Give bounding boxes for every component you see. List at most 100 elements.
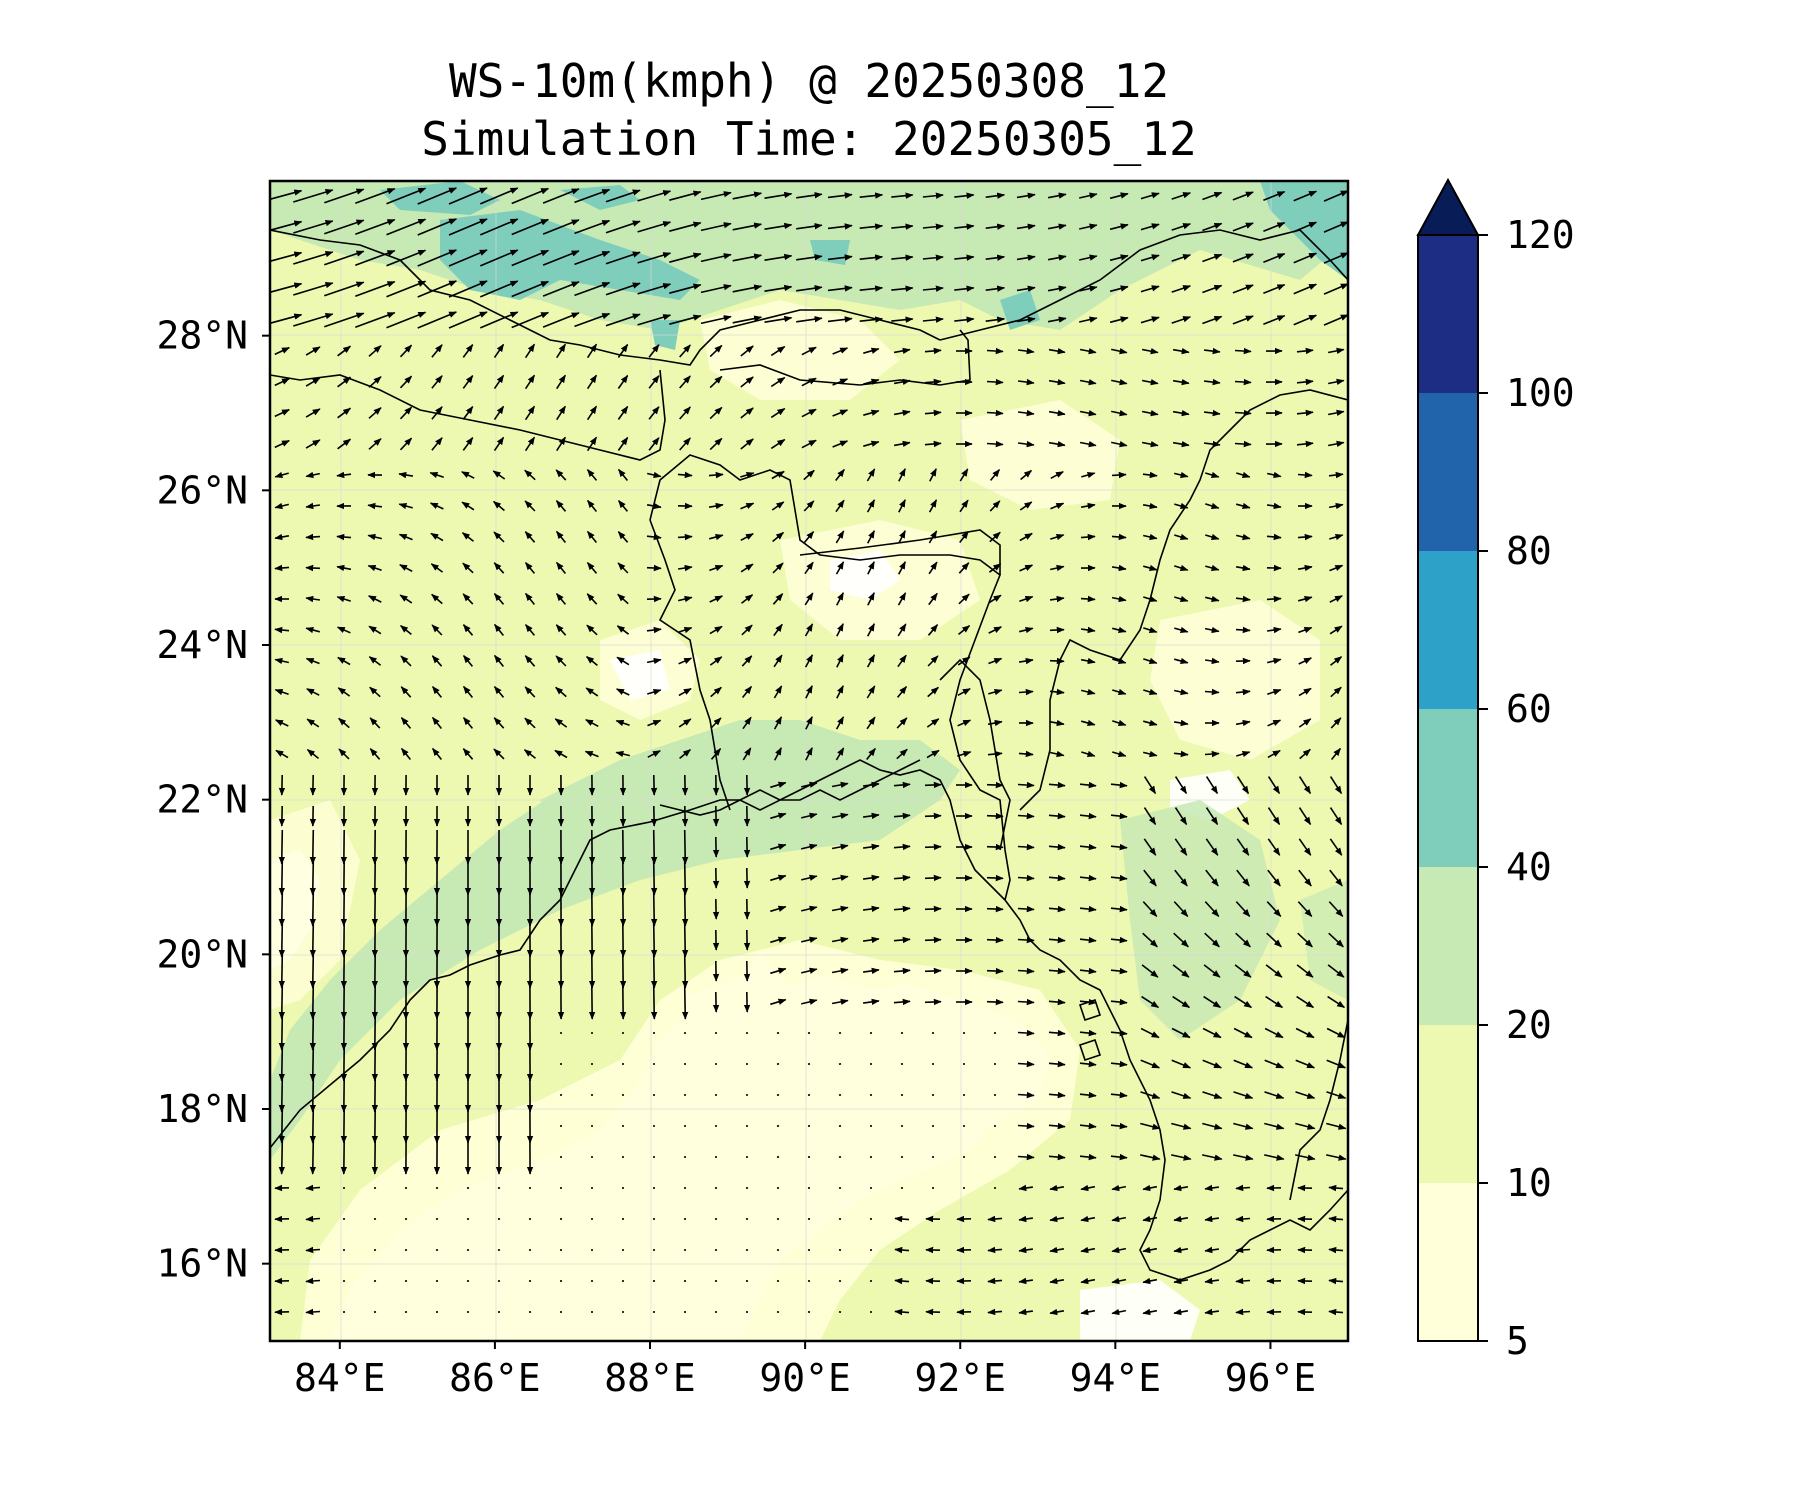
wind-arrow (1111, 1246, 1127, 1254)
wind-arrow (615, 750, 630, 758)
wind-arrow (336, 595, 351, 603)
wind-arrow (863, 378, 880, 385)
wind-arrow (805, 747, 813, 761)
wind-arrow (986, 874, 1004, 882)
wind-arrow (862, 936, 880, 944)
wind-arrow (859, 223, 884, 230)
wind-arrow (835, 499, 845, 513)
wind-arrow (669, 314, 702, 325)
wind-arrow (1205, 595, 1220, 603)
wind-arrow (1143, 688, 1158, 696)
wind-arrow (988, 594, 1002, 604)
wind-arrow (770, 936, 787, 944)
wind-arrow (1235, 626, 1251, 634)
wind-arrow (1330, 686, 1342, 698)
wind-arrow (1079, 1060, 1097, 1068)
wind-arrow (681, 829, 689, 865)
wind-arrow (1232, 253, 1254, 263)
wind-arrow (431, 747, 443, 760)
wind-arrow (863, 440, 880, 447)
wind-arrow (709, 437, 723, 451)
wind-arrow (669, 190, 702, 201)
colorbar-tick-label: 80 (1506, 529, 1552, 573)
wind-arrow (556, 436, 566, 452)
colorbar-level-box (1418, 867, 1478, 1025)
wind-arrow (448, 280, 488, 298)
wind-arrow (1266, 595, 1282, 603)
wind-arrow (893, 843, 911, 851)
wind-arrow (1174, 838, 1188, 856)
wind-arrow (1080, 657, 1096, 665)
wind-arrow (1205, 533, 1220, 541)
wind-arrow (1172, 378, 1190, 386)
wind-arrow (1018, 688, 1034, 696)
wind-arrow (776, 1093, 780, 1097)
wind-arrow (585, 687, 599, 697)
wind-arrow (400, 747, 412, 760)
wind-arrow (1111, 1184, 1127, 1192)
wind-arrow (893, 347, 911, 355)
wind-arrow (776, 1062, 780, 1066)
wind-arrow (1204, 932, 1220, 948)
wind-vectors (270, 187, 1348, 1316)
wind-arrow (1264, 1027, 1284, 1039)
wind-arrow (336, 471, 352, 479)
wind-arrow (1111, 410, 1128, 417)
wind-arrow (615, 688, 630, 696)
wind-arrow (1140, 316, 1160, 324)
wind-arrow (1232, 315, 1254, 325)
wind-arrow (1232, 284, 1254, 294)
wind-arrow (832, 347, 849, 355)
wind-arrow (1050, 470, 1064, 480)
wind-arrow (709, 344, 723, 358)
wind-arrow (524, 686, 536, 698)
colorbar-level-box (1418, 551, 1478, 709)
wind-arrow (740, 502, 755, 510)
wind-arrow (770, 812, 787, 820)
wind-arrow (1079, 967, 1097, 975)
wind-arrow (835, 530, 845, 544)
wind-arrow (400, 716, 412, 729)
wind-arrow (1328, 471, 1344, 479)
wind-arrow (493, 531, 505, 543)
wind-arrow (556, 374, 566, 390)
wind-arrow (985, 192, 1006, 199)
wind-arrow (1016, 285, 1036, 292)
wind-arrow (305, 502, 321, 510)
wind-arrow (648, 437, 660, 451)
wind-arrow (957, 750, 972, 758)
wind-arrow (863, 347, 880, 354)
wind-arrow (732, 253, 763, 262)
wind-arrow (1143, 869, 1157, 887)
wind-arrow (1079, 1153, 1097, 1161)
wind-arrow (804, 623, 814, 637)
wind-arrow (954, 254, 975, 261)
wind-arrow (461, 532, 474, 542)
wind-arrow (1140, 254, 1160, 262)
wind-arrow (894, 1308, 910, 1316)
wind-arrow (386, 249, 427, 267)
wind-arrow (1142, 564, 1158, 572)
colorbar-tick-label: 40 (1506, 845, 1552, 889)
wind-arrow (987, 1246, 1003, 1254)
wind-arrow (448, 249, 488, 267)
wind-arrow (1328, 1308, 1344, 1316)
wind-arrow (803, 530, 815, 543)
wind-arrow (617, 343, 629, 358)
wind-arrow (1111, 533, 1127, 541)
wind-arrow (862, 905, 880, 913)
wind-arrow (554, 749, 568, 759)
wind-arrow (493, 374, 505, 390)
wind-arrow (827, 223, 853, 230)
wind-arrow (309, 1015, 317, 1051)
wind-arrow (555, 686, 567, 698)
wind-arrow (1110, 967, 1128, 975)
wind-arrow (1142, 1308, 1158, 1316)
wind-arrow (511, 187, 550, 205)
wind-arrow (309, 891, 317, 927)
wind-arrow (1326, 1122, 1347, 1130)
wind-arrow (1047, 223, 1067, 230)
wind-arrow (274, 377, 290, 387)
wind-arrow (1111, 1215, 1127, 1223)
